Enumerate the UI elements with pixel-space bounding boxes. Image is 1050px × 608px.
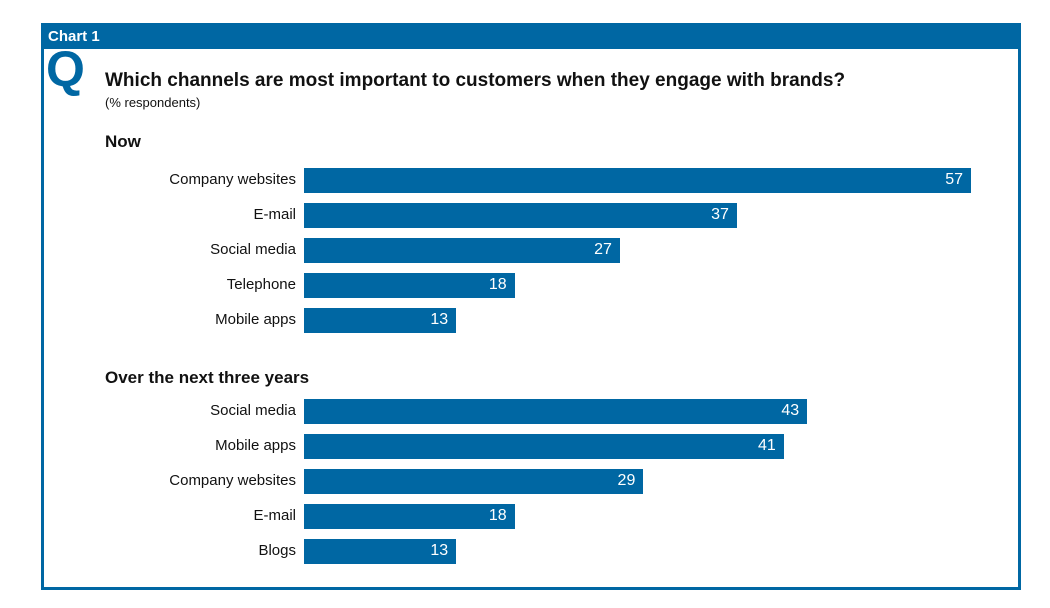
- category-label: Social media: [210, 241, 296, 258]
- bar: 13: [304, 539, 457, 564]
- bar: 29: [304, 469, 644, 494]
- category-label: E-mail: [253, 206, 296, 223]
- category-label: Telephone: [226, 276, 296, 293]
- chart-number: Chart 1: [48, 28, 100, 45]
- bar: 43: [304, 399, 808, 424]
- chart-title: Which channels are most important to cus…: [105, 70, 846, 91]
- data-label: 37: [711, 206, 729, 223]
- question-mark-logo: Q: [46, 41, 85, 97]
- data-label: 13: [430, 542, 449, 559]
- data-label: 29: [617, 472, 636, 489]
- bar: 18: [304, 504, 515, 529]
- bar: 18: [304, 273, 515, 298]
- bar: 37: [304, 203, 737, 228]
- bar: 13: [304, 308, 457, 333]
- bar: 27: [304, 238, 620, 263]
- category-label: Social media: [210, 402, 296, 419]
- chart-subtitle: (% respondents): [105, 95, 201, 110]
- category-label: Company websites: [169, 472, 296, 489]
- data-label: 13: [430, 311, 449, 328]
- category-label: Blogs: [258, 542, 296, 559]
- data-label: 43: [781, 402, 800, 419]
- data-label: 57: [945, 171, 963, 188]
- data-label: 41: [757, 437, 776, 454]
- bar: 41: [304, 434, 784, 459]
- data-label: 18: [488, 507, 507, 524]
- chart-header-band: Chart 1: [41, 23, 1021, 49]
- data-label: 27: [594, 241, 612, 258]
- data-label: 18: [488, 276, 507, 293]
- category-label: E-mail: [253, 507, 296, 524]
- section-heading: Now: [105, 132, 141, 151]
- bar: 57: [304, 168, 971, 193]
- section-heading: Over the next three years: [105, 368, 310, 387]
- chart-frame: [41, 23, 1021, 590]
- category-label: Company websites: [169, 171, 296, 188]
- category-label: Mobile apps: [215, 311, 296, 328]
- category-label: Mobile apps: [215, 437, 296, 454]
